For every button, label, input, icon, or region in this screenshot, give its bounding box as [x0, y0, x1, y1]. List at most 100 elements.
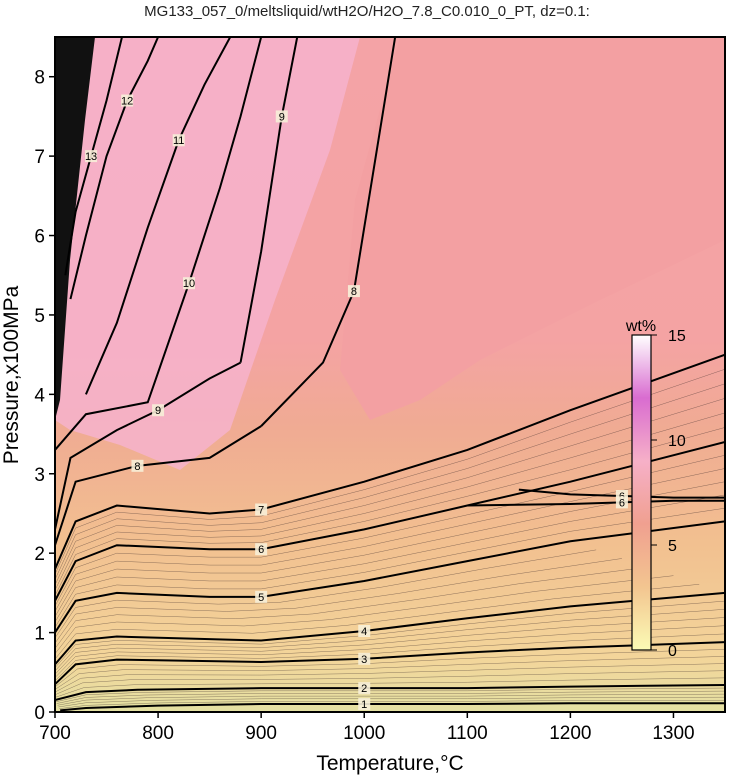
fine-contour — [55, 558, 622, 644]
contour-label: 8 — [351, 286, 357, 298]
fine-contour — [55, 427, 725, 596]
fine-contour — [55, 600, 725, 668]
x-tick-label: 700 — [39, 723, 71, 744]
contour-label-bg — [85, 150, 98, 163]
contour-label-bg — [172, 134, 185, 147]
y-tick-label: 6 — [34, 227, 45, 248]
fine-contour — [55, 481, 725, 617]
contour-label-bg — [358, 652, 371, 665]
fine-contour — [55, 617, 725, 675]
contour-line-8 — [260, 37, 397, 427]
contour-label-bg — [615, 496, 628, 509]
fine-contour — [55, 625, 725, 678]
contour-label: 7 — [258, 505, 264, 517]
fine-contour — [55, 507, 725, 628]
fine-contour — [55, 549, 597, 639]
contour-line-3 — [55, 641, 725, 685]
fine-contour — [55, 575, 674, 654]
fine-contour — [59, 699, 725, 709]
y-tick-label: 1 — [34, 624, 45, 645]
x-tick-label: 1000 — [343, 723, 385, 744]
contour-label-bg — [152, 404, 165, 417]
contour-line-2 — [55, 684, 725, 702]
fine-contour — [55, 584, 700, 660]
contour-label-bg — [275, 110, 288, 123]
plot-frame — [54, 36, 726, 713]
colorbar: wt% 0 5 10 15 — [625, 318, 686, 660]
x-tick-label: 1100 — [447, 723, 488, 744]
x-tick-label: 800 — [142, 723, 174, 744]
contour-label-bg — [131, 459, 144, 472]
fine-contour — [55, 670, 725, 696]
contour-label: 8 — [134, 461, 140, 473]
fine-contour — [55, 566, 648, 649]
contour-label: 6 — [258, 544, 264, 556]
fine-contour — [58, 696, 725, 708]
contour-label: 3 — [361, 654, 367, 666]
fine-contour — [55, 609, 725, 672]
fine-contour — [57, 693, 725, 706]
contour-label: 10 — [183, 278, 195, 290]
contour-label: 4 — [361, 626, 367, 638]
contour-label: 6 — [619, 497, 625, 509]
colorbar-label: wt% — [625, 318, 656, 335]
colorbar-tick-label: 10 — [668, 433, 686, 450]
contour-label: 9 — [279, 111, 285, 123]
contour-label: 5 — [258, 592, 264, 604]
high-water-region — [55, 37, 360, 470]
fine-contour — [56, 690, 725, 704]
y-tick-label: 7 — [34, 147, 45, 168]
colorbar-tick-label: 5 — [668, 538, 677, 555]
y-tick-label: 0 — [34, 703, 45, 724]
contour-line-9 — [239, 37, 299, 363]
contour-label-bg — [121, 94, 134, 107]
fine-contour — [55, 368, 725, 575]
fine-contour — [55, 656, 725, 690]
contour-label: 13 — [85, 151, 97, 163]
y-axis-label: Pressure,x100MPa — [0, 285, 23, 464]
fine-contour — [55, 663, 725, 693]
colorbar-ticks: 0 5 10 15 — [651, 328, 686, 660]
fine-contour — [55, 633, 725, 682]
contour-line-9 — [55, 361, 241, 530]
x-tick-label: 1300 — [652, 723, 694, 744]
contour-label-bg — [255, 503, 268, 516]
fine-contour — [55, 649, 725, 688]
saturated-region — [340, 37, 725, 420]
x-axis: 700 800 900 1000 1100 1200 1300 — [39, 712, 695, 744]
fine-contour — [55, 494, 725, 623]
y-tick-label: 8 — [34, 68, 45, 89]
colorbar-tick-label: 0 — [668, 643, 677, 660]
fine-contour — [55, 468, 725, 612]
colorbar-fill — [631, 334, 652, 651]
contour-label-bg — [347, 285, 360, 298]
contour-lines: 123456766989810111213 — [55, 37, 725, 712]
chart-title: MG133_057_0/meltsliquid/wtH2O/H2O_7.8_C0… — [144, 3, 590, 20]
fine-contour — [55, 677, 725, 698]
y-axis: 0 1 2 3 4 5 6 7 8 — [34, 68, 55, 724]
contour-label-bg — [255, 590, 268, 603]
x-tick-label: 1200 — [549, 723, 591, 744]
contour-label-bg — [183, 277, 195, 290]
fine-contour-lines — [55, 368, 725, 709]
y-tick-label: 5 — [34, 306, 45, 327]
x-axis-label: Temperature,°C — [316, 752, 463, 775]
fine-contour — [55, 412, 725, 591]
contour-label-bg — [358, 625, 371, 637]
contour-label: 11 — [173, 135, 184, 147]
dark-band-left — [55, 37, 95, 420]
contour-label-bg — [358, 682, 371, 695]
contour-line-4 — [55, 591, 725, 666]
fine-contour — [55, 454, 725, 607]
y-tick-label: 3 — [34, 465, 45, 486]
contour-label: 9 — [155, 405, 161, 417]
x-tick-label: 900 — [245, 723, 277, 744]
fine-contour — [55, 687, 725, 703]
contour-label: 12 — [121, 96, 133, 108]
contour-line-11 — [85, 37, 232, 395]
fine-contour — [55, 383, 725, 580]
contour-line-1 — [60, 702, 725, 712]
y-tick-label: 2 — [34, 544, 45, 565]
contour-label: 1 — [361, 699, 367, 711]
